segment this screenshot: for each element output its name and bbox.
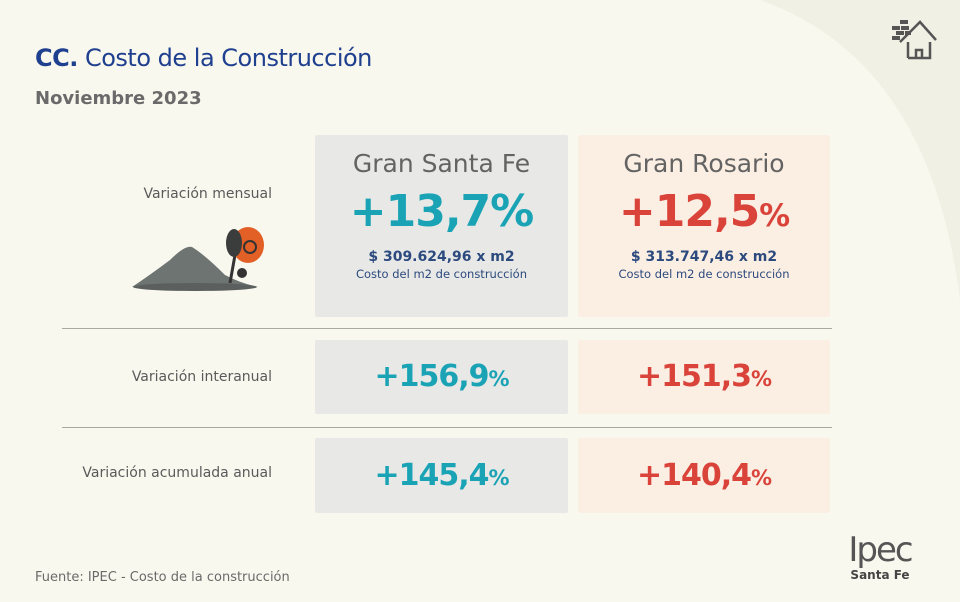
card-gran-santa-fe-mensual: Gran Santa Fe +13,7% $ 309.624,96 x m2 C… xyxy=(315,135,568,317)
variation-value: +145,4% xyxy=(374,458,509,493)
source-note: Fuente: IPEC - Costo de la construcción xyxy=(35,570,290,585)
price-per-m2: $ 309.624,96 x m2 xyxy=(368,249,515,265)
variation-value: +140,4% xyxy=(636,458,772,493)
background-curve xyxy=(760,0,960,300)
variation-value: +12,5% xyxy=(618,186,790,237)
card-gran-santa-fe-acumulada: +145,4% xyxy=(315,438,568,513)
region-name: Gran Santa Fe xyxy=(352,149,531,178)
divider xyxy=(62,427,832,428)
card-gran-rosario-acumulada: +140,4% xyxy=(578,438,830,513)
divider xyxy=(62,328,832,329)
card-gran-santa-fe-interanual: +156,9% xyxy=(315,340,568,414)
page-title: CC. Costo de la Construcción xyxy=(35,44,372,72)
row-label-acumulada: Variación acumulada anual xyxy=(82,465,272,481)
page-subtitle: Noviembre 2023 xyxy=(35,88,202,109)
variation-value: +13,7% xyxy=(349,186,535,237)
row-label-mensual: Variación mensual xyxy=(143,186,272,202)
logo-subtext: Santa Fe xyxy=(850,568,910,582)
variation-value: +156,9% xyxy=(374,359,509,394)
price-per-m2: $ 313.747,46 x m2 xyxy=(630,249,778,265)
cement-mixer-illustration xyxy=(132,227,264,291)
price-label: Costo del m2 de construcción xyxy=(355,267,528,281)
card-gran-rosario-interanual: +151,3% xyxy=(578,340,830,414)
row-label-interanual: Variación interanual xyxy=(131,369,272,385)
logo-text: Ipec xyxy=(848,530,913,570)
house-bricks-icon xyxy=(892,20,937,60)
card-gran-rosario-mensual: Gran Rosario +12,5% $ 313.747,46 x m2 Co… xyxy=(578,135,830,317)
variation-value: +151,3% xyxy=(636,359,772,394)
price-label: Costo del m2 de construcción xyxy=(618,267,790,281)
ipec-logo: Ipec Santa Fe xyxy=(835,532,925,582)
region-name: Gran Rosario xyxy=(623,149,785,178)
